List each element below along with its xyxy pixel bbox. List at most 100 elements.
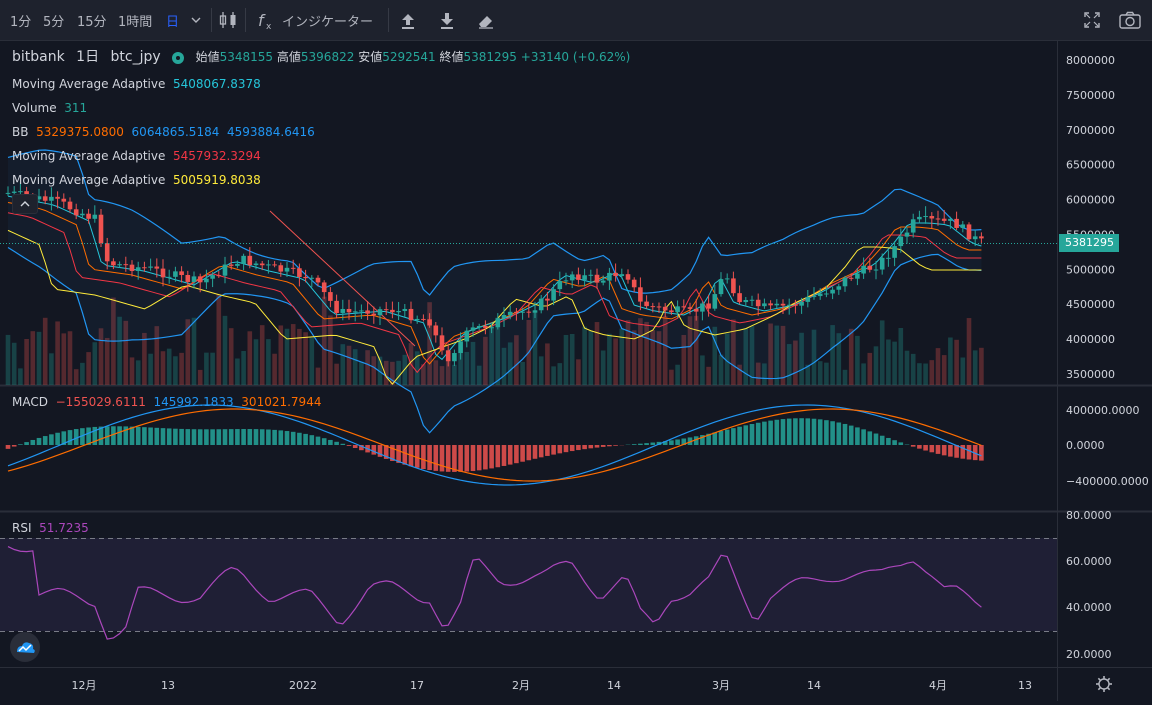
volume-bar: [589, 331, 594, 385]
volume-legend[interactable]: Volume 311: [12, 101, 87, 116]
macd-histogram-bar: [651, 443, 656, 445]
fullscreen-icon[interactable]: [1082, 8, 1102, 36]
macd-histogram-bar: [173, 429, 178, 445]
macd-histogram-bar: [793, 418, 798, 445]
chart-area[interactable]: 8000000750000070000006500000600000055000…: [0, 41, 1152, 701]
interval-1m[interactable]: 1分: [10, 11, 31, 30]
macd-histogram-bar: [589, 445, 594, 448]
macd-histogram-bar: [558, 445, 563, 453]
macd-histogram-bar: [967, 445, 972, 459]
macd-histogram-bar: [496, 445, 501, 467]
candle-body: [725, 278, 730, 279]
macd-histogram-bar: [855, 427, 860, 445]
time-tick: 13: [161, 679, 175, 692]
macd-histogram-bar: [155, 428, 160, 445]
candle-body: [793, 305, 798, 306]
interval-1d[interactable]: 日: [166, 11, 179, 30]
download-icon[interactable]: [437, 8, 457, 36]
volume-bar: [74, 369, 79, 385]
candle-body: [434, 325, 439, 335]
volume-bar: [564, 335, 569, 385]
volume-bar: [173, 356, 178, 385]
bb-legend[interactable]: BB 5329375.0800 6064865.5184 4593884.641…: [12, 125, 315, 140]
macd-histogram-bar: [465, 445, 470, 472]
volume-bar: [675, 365, 680, 385]
macd-histogram-bar: [117, 426, 122, 445]
settings-gear-icon: [1098, 678, 1100, 680]
candle-body: [570, 274, 575, 280]
candle-body: [675, 306, 680, 312]
volume-bar: [229, 328, 234, 385]
candle-body: [954, 219, 959, 228]
maa1-legend[interactable]: Moving Average Adaptive 5408067.8378: [12, 77, 261, 92]
interval-15m[interactable]: 15分: [77, 11, 107, 30]
candle-body: [861, 266, 866, 274]
eraser-icon[interactable]: [476, 8, 496, 36]
settings-gear-icon: [1098, 688, 1100, 690]
volume-bar: [601, 350, 606, 385]
price-tick: 3500000: [1066, 368, 1115, 381]
volume-bar: [266, 339, 271, 385]
candle-body: [806, 297, 811, 302]
indicators-button[interactable]: インジケーター: [282, 11, 373, 30]
macd-histogram-bar: [930, 445, 935, 452]
upload-icon[interactable]: [398, 8, 418, 36]
macd-histogram-bar: [334, 442, 339, 445]
interval-1h[interactable]: 1時間: [118, 11, 152, 30]
logo-button[interactable]: [10, 632, 40, 662]
volume-bar: [235, 359, 240, 385]
candle-body: [595, 275, 600, 283]
macd-histogram-bar: [632, 444, 637, 445]
volume-bar: [316, 368, 321, 385]
volume-bar: [192, 318, 197, 385]
chevron-down-icon[interactable]: [190, 12, 202, 31]
chart-canvas[interactable]: 8000000750000070000006500000600000055000…: [0, 41, 1152, 701]
candle-body: [899, 237, 904, 246]
macd-legend[interactable]: MACD −155029.6111 145992.1833 301021.794…: [12, 395, 321, 410]
candle-body: [266, 264, 271, 265]
candle-body: [322, 282, 327, 292]
macd-histogram-bar: [322, 438, 327, 445]
collapse-legend-button[interactable]: [12, 194, 38, 214]
maa3-legend[interactable]: Moving Average Adaptive 5005919.8038: [12, 173, 261, 188]
candle-body: [849, 278, 854, 279]
maa2-legend[interactable]: Moving Average Adaptive 5457932.3294: [12, 149, 261, 164]
camera-icon[interactable]: [1118, 8, 1142, 36]
volume-bar: [142, 333, 147, 385]
toolbar-divider: [211, 8, 212, 32]
interval-5m[interactable]: 5分: [43, 11, 64, 30]
candle-body: [477, 326, 482, 327]
volume-bar: [899, 328, 904, 385]
bb-lower-value: 4593884.6416: [227, 125, 315, 139]
macd-histogram-bar: [341, 444, 346, 445]
candle-body: [111, 261, 116, 265]
macd-histogram-bar: [49, 434, 54, 445]
macd-histogram-bar: [130, 427, 135, 445]
macd-histogram-bar: [477, 445, 482, 470]
candle-body: [744, 300, 749, 302]
volume-bar: [669, 370, 674, 385]
candle-body: [68, 202, 73, 210]
candle-body: [272, 264, 277, 265]
macd-histogram-bar: [638, 444, 643, 445]
candle-body: [427, 319, 432, 325]
maa2-value: 5457932.3294: [173, 149, 261, 163]
rsi-legend[interactable]: RSI 51.7235: [12, 521, 89, 536]
macd-histogram-bar: [111, 426, 116, 445]
candle-body: [446, 350, 451, 361]
close-value: 5381295: [464, 50, 517, 64]
macd-histogram-bar: [285, 431, 290, 445]
candlestick-type-icon[interactable]: [218, 8, 238, 36]
macd-histogram-bar: [235, 429, 240, 445]
candle-body: [99, 215, 104, 243]
macd-histogram-bar: [954, 445, 959, 458]
time-tick: 2022: [289, 679, 317, 692]
cloud-logo-icon: [10, 632, 40, 662]
macd-histogram-bar: [787, 419, 792, 445]
macd-signal-line: [8, 409, 981, 481]
candle-body: [905, 233, 910, 237]
macd-histogram-bar: [266, 430, 271, 445]
candle-body: [279, 265, 284, 271]
candle-body: [713, 294, 718, 309]
